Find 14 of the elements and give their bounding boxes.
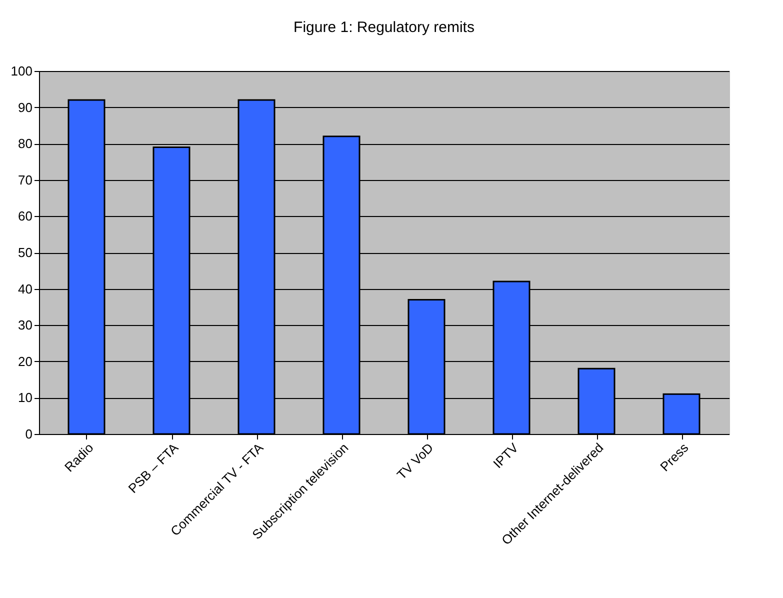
- y-tick-label: 100: [10, 64, 32, 78]
- x-tick-label: PSB – FTA: [125, 440, 182, 496]
- y-tick-label: 20: [18, 354, 32, 369]
- x-tick-label: TV VoD: [394, 440, 436, 482]
- y-tick-label: 0: [25, 426, 32, 442]
- y-tick-label: 30: [18, 318, 32, 333]
- y-tick-label: 80: [18, 136, 32, 152]
- y-tick-label: 90: [18, 100, 32, 115]
- y-tick-label: 10: [18, 390, 32, 406]
- y-tick-label: 60: [18, 208, 32, 224]
- y-tick-label: 40: [18, 281, 32, 296]
- y-tick-label: 70: [18, 172, 32, 188]
- y-tick-label: 50: [18, 245, 32, 260]
- chart-title: Figure 1: Regulatory remits: [294, 19, 474, 36]
